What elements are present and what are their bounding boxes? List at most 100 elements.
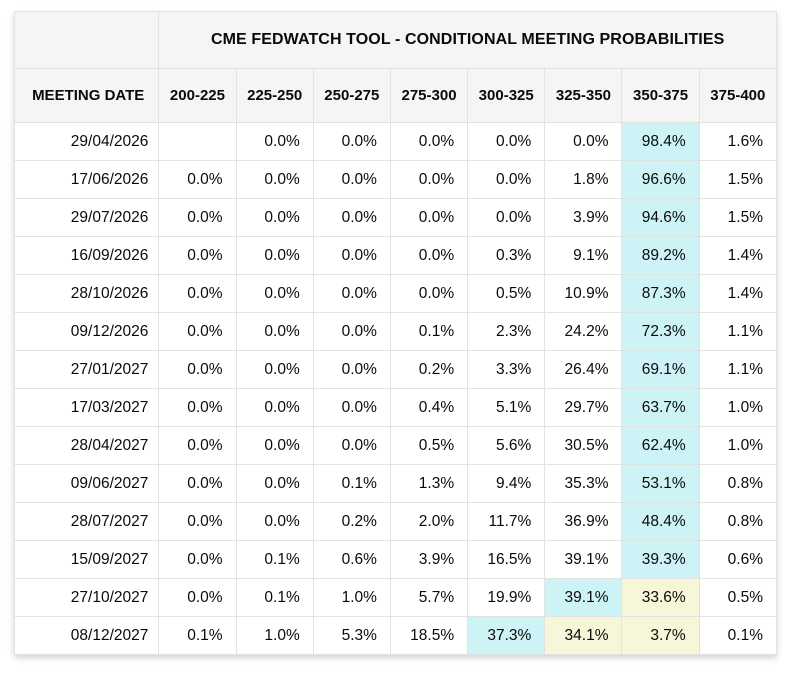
rate-range-header: 225-250 [235,68,314,123]
probability-cell-highlighted: 87.3% [621,274,700,313]
meeting-date-cell: 28/10/2026 [13,274,160,313]
rate-range-header: 350-375 [621,68,700,123]
probability-cell: 0.0% [389,274,469,313]
probability-cell: 1.1% [698,312,778,351]
probability-cell: 1.0% [698,388,778,427]
probability-cell: 10.9% [544,274,623,313]
probability-cell: 1.0% [312,578,391,617]
probability-cell: 0.0% [158,160,237,199]
probability-cell-highlighted: 89.2% [621,236,700,275]
probability-cell: 0.0% [158,312,237,351]
probability-cell: 0.8% [698,502,778,541]
meeting-date-header: MEETING DATE [13,68,160,123]
probability-cell: 0.0% [235,350,314,389]
table-row: 29/07/2026 0.0% 0.0% 0.0% 0.0% 0.0% 3.9% 94.6% 1… [13,198,778,237]
probability-cell: 1.3% [389,464,469,503]
meeting-date-cell: 29/04/2026 [13,122,160,161]
probability-cell: 0.0% [467,160,546,199]
probability-cell: 0.5% [467,274,546,313]
probability-cell: 0.0% [235,122,314,161]
probability-cell-highlighted: 53.1% [621,464,700,503]
probability-cell-highlighted: 62.4% [621,426,700,465]
probability-cell: 0.6% [312,540,391,579]
corner-cell [13,11,160,69]
probability-cell: 3.9% [389,540,469,579]
probability-cell: 1.4% [698,274,778,313]
probability-cell: 5.7% [389,578,469,617]
probability-cell-highlighted: 69.1% [621,350,700,389]
probability-cell: 0.0% [158,236,237,275]
table-row: 28/10/2026 0.0% 0.0% 0.0% 0.0% 0.5% 10.9% 87.3%… [13,274,778,313]
table-row: 17/06/2026 0.0% 0.0% 0.0% 0.0% 0.0% 1.8% 96.6% 1… [13,160,778,199]
meeting-date-cell: 27/01/2027 [13,350,160,389]
probability-cell: 0.0% [158,198,237,237]
meeting-date-cell: 15/09/2027 [13,540,160,579]
probability-cell: 3.3% [467,350,546,389]
table-row: 16/09/2026 0.0% 0.0% 0.0% 0.0% 0.3% 9.1% 89.2% 1… [13,236,778,275]
probability-cell: 0.0% [158,540,237,579]
probability-cell: 0.1% [235,540,314,579]
meeting-date-cell: 29/07/2026 [13,198,160,237]
probability-cell: 0.0% [235,502,314,541]
probability-cell: 0.0% [235,312,314,351]
rate-range-header: 200-225 [158,68,237,123]
probability-cell: 18.5% [389,616,469,655]
fedwatch-probabilities-table: CME FEDWATCH TOOL - CONDITIONAL MEETING … [13,11,778,655]
meeting-date-cell: 28/07/2027 [13,502,160,541]
probability-cell: 0.0% [158,502,237,541]
probability-cell: 0.0% [235,464,314,503]
probability-cell: 2.0% [389,502,469,541]
probability-cell: 30.5% [544,426,623,465]
probability-cell: 5.3% [312,616,391,655]
probability-cell: 0.2% [389,350,469,389]
probability-cell: 29.7% [544,388,623,427]
probability-cell: 0.0% [467,198,546,237]
probability-cell: 0.0% [312,198,391,237]
probability-cell: 0.0% [312,350,391,389]
meeting-date-cell: 16/09/2026 [13,236,160,275]
probability-cell: 0.8% [698,464,778,503]
probability-cell: 0.0% [389,122,469,161]
rate-range-header: 375-400 [698,68,778,123]
probability-cell: 0.0% [158,578,237,617]
meeting-date-cell: 17/06/2026 [13,160,160,199]
probability-cell [158,122,237,161]
probability-cell: 36.9% [544,502,623,541]
table-row: 27/10/2027 0.0% 0.1% 1.0% 5.7% 19.9% 39.1% 33.6… [13,578,778,617]
probability-cell: 1.4% [698,236,778,275]
probability-cell: 0.0% [312,122,391,161]
probability-cell-highlighted: 63.7% [621,388,700,427]
probability-cell: 0.0% [389,236,469,275]
probability-cell: 0.5% [698,578,778,617]
probability-cell-highlighted: 37.3% [467,616,546,655]
probability-cell: 0.1% [698,616,778,655]
probability-cell-highlighted: 48.4% [621,502,700,541]
probability-cell: 0.0% [235,274,314,313]
probability-cell: 0.0% [389,198,469,237]
table-row: 09/12/2026 0.0% 0.0% 0.0% 0.1% 2.3% 24.2% 72.3%… [13,312,778,351]
rate-range-header: 275-300 [389,68,469,123]
probability-cell: 0.0% [235,236,314,275]
probability-cell-highlighted: 3.7% [621,616,700,655]
probability-cell: 0.0% [158,426,237,465]
table-title: CME FEDWATCH TOOL - CONDITIONAL MEETING … [158,11,777,69]
table-body: 29/04/2026 0.0% 0.0% 0.0% 0.0% 0.0% 98.4% 1.6% 1… [13,122,778,655]
probability-cell: 9.1% [544,236,623,275]
probability-cell: 0.0% [312,312,391,351]
probability-cell: 0.0% [235,198,314,237]
meeting-date-cell: 28/04/2027 [13,426,160,465]
meeting-date-cell: 08/12/2027 [13,616,160,655]
probability-cell: 19.9% [467,578,546,617]
probability-cell: 0.0% [158,388,237,427]
probability-cell-highlighted: 39.1% [544,578,623,617]
probability-cell-highlighted: 96.6% [621,160,700,199]
probability-cell: 9.4% [467,464,546,503]
probability-cell: 0.1% [389,312,469,351]
rate-range-header: 250-275 [312,68,391,123]
rate-range-header: 300-325 [467,68,546,123]
column-header-row: MEETING DATE 200-225 225-250 250-275 275-300… [13,68,778,123]
probability-cell: 39.1% [544,540,623,579]
probability-cell: 0.0% [312,160,391,199]
title-row: CME FEDWATCH TOOL - CONDITIONAL MEETING … [13,11,777,69]
